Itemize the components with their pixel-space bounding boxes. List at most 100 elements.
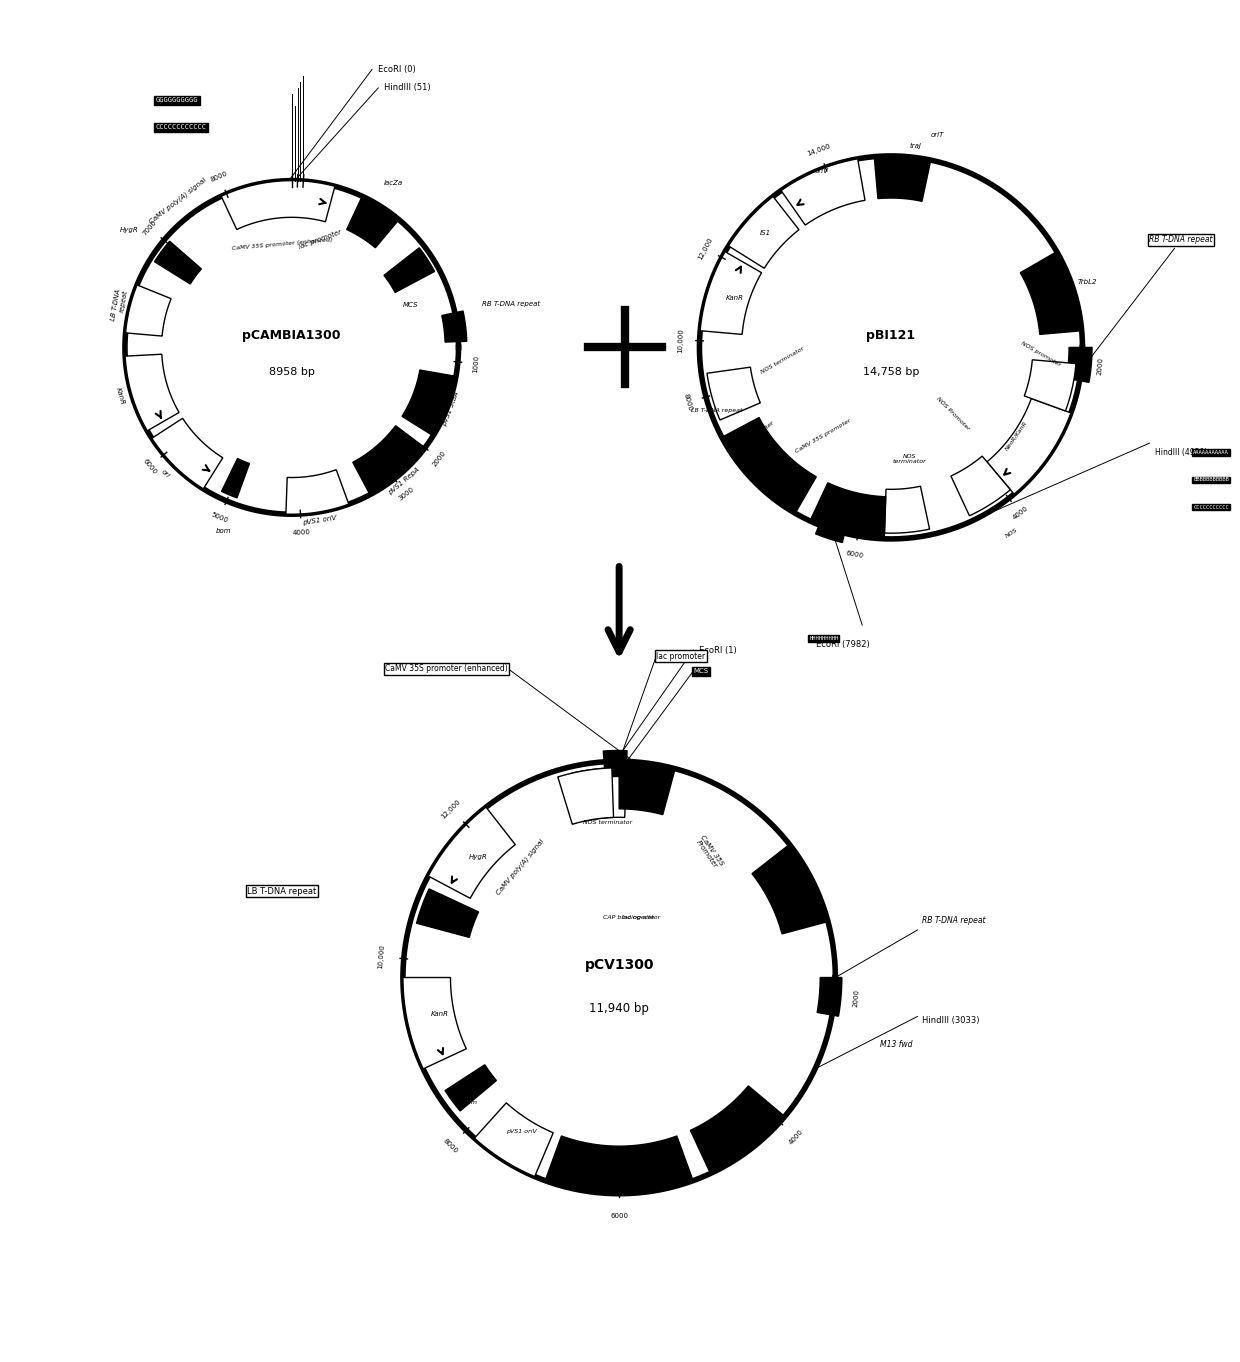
Polygon shape	[417, 889, 479, 937]
Text: TrbL2: TrbL2	[1078, 278, 1097, 285]
Text: 6000: 6000	[141, 458, 157, 475]
Polygon shape	[781, 159, 866, 225]
Text: 5000: 5000	[210, 512, 228, 524]
Polygon shape	[722, 418, 816, 513]
Text: BBBBBBBBBBB: BBBBBBBBBBB	[1193, 478, 1229, 482]
Text: 8000: 8000	[441, 1137, 459, 1155]
Text: virA: virA	[768, 455, 781, 462]
Polygon shape	[125, 354, 179, 430]
Polygon shape	[572, 768, 626, 821]
Text: CAP binding site: CAP binding site	[603, 915, 655, 921]
Text: 2000: 2000	[432, 449, 448, 469]
Text: pBI121: pBI121	[867, 328, 915, 342]
Text: pVS1 StaA: pVS1 StaA	[717, 1125, 750, 1130]
Polygon shape	[155, 241, 201, 285]
Text: lac promoter: lac promoter	[656, 652, 706, 661]
Polygon shape	[1066, 347, 1092, 383]
Text: lac operator: lac operator	[622, 915, 661, 919]
Text: CaMV 35S promoter: CaMV 35S promoter	[795, 418, 852, 454]
Text: NOS: NOS	[1004, 527, 1018, 539]
Text: 8000: 8000	[210, 170, 228, 183]
Text: 6000: 6000	[846, 550, 864, 558]
Text: GGGGGGGGGG: GGGGGGGGGG	[156, 97, 198, 104]
Text: oriV: oriV	[815, 168, 830, 174]
Polygon shape	[619, 761, 675, 814]
Text: 14,758 bp: 14,758 bp	[863, 368, 919, 377]
Text: EcoRI (7982): EcoRI (7982)	[816, 640, 870, 648]
Text: 12,000: 12,000	[697, 237, 714, 262]
Polygon shape	[691, 1086, 785, 1174]
Text: 4000: 4000	[789, 1129, 805, 1145]
Text: NeoR/KanR: NeoR/KanR	[1004, 419, 1029, 451]
Text: traJ: traJ	[909, 143, 921, 150]
Text: 1000: 1000	[472, 354, 480, 373]
Text: CCCCCCCCCCC: CCCCCCCCCCC	[1193, 504, 1229, 509]
Text: MCS: MCS	[693, 669, 708, 674]
Text: CaMV 35S promoter (enhanced): CaMV 35S promoter (enhanced)	[386, 665, 508, 673]
Text: EcoRI (0): EcoRI (0)	[378, 65, 415, 74]
Polygon shape	[347, 196, 399, 248]
Text: pVS1 RepA: pVS1 RepA	[388, 467, 422, 496]
Text: LB T-DNA repeat: LB T-DNA repeat	[247, 887, 316, 896]
Polygon shape	[707, 368, 760, 419]
Text: HindIII (51): HindIII (51)	[384, 83, 432, 93]
Polygon shape	[402, 370, 456, 436]
Text: LB T-DNA
repeat: LB T-DNA repeat	[110, 289, 129, 323]
Polygon shape	[151, 418, 223, 489]
Polygon shape	[810, 482, 885, 539]
Text: pVS1 RepA: pVS1 RepA	[600, 1163, 639, 1169]
Polygon shape	[475, 1103, 553, 1177]
Polygon shape	[558, 768, 614, 824]
Text: 12,000: 12,000	[440, 798, 461, 820]
Text: pVS1 oriV: pVS1 oriV	[301, 515, 336, 526]
Polygon shape	[221, 181, 335, 230]
Text: AAAAAAAAAAA: AAAAAAAAAAA	[1193, 451, 1229, 455]
Text: RB T-DNA repeat: RB T-DNA repeat	[1087, 236, 1213, 362]
Text: 8958 bp: 8958 bp	[269, 368, 315, 377]
Text: 10,000: 10,000	[677, 328, 684, 353]
Text: NOS
terminator: NOS terminator	[893, 454, 926, 464]
Text: lacZa: lacZa	[384, 180, 403, 185]
Polygon shape	[1021, 252, 1081, 335]
Text: MCS: MCS	[403, 302, 418, 308]
Text: HHHHHHHHH: HHHHHHHHH	[810, 636, 838, 642]
Text: CCCCCCCCCCCC: CCCCCCCCCCCC	[156, 124, 207, 131]
Text: 3000: 3000	[397, 485, 414, 501]
Text: HygR: HygR	[469, 854, 487, 861]
Text: pCAMBIA1300: pCAMBIA1300	[243, 328, 341, 342]
Text: bom: bom	[216, 528, 231, 534]
Polygon shape	[701, 252, 761, 335]
Text: pCV1300: pCV1300	[584, 957, 653, 972]
Text: KanR: KanR	[115, 387, 126, 406]
Text: GUS: GUS	[785, 884, 800, 891]
Polygon shape	[874, 155, 931, 202]
Text: RB T-DNA repeat: RB T-DNA repeat	[481, 301, 539, 306]
Text: 11,940 bp: 11,940 bp	[589, 1002, 649, 1015]
Polygon shape	[222, 459, 249, 498]
Text: 2000: 2000	[853, 989, 861, 1008]
Text: CaMV 35S
Promoter: CaMV 35S Promoter	[694, 834, 725, 870]
Text: M13 fwd: M13 fwd	[880, 1041, 913, 1050]
Text: 4000: 4000	[293, 528, 310, 537]
Text: bom: bom	[464, 1100, 477, 1105]
Text: NOS terminator: NOS terminator	[583, 820, 632, 824]
Text: CaMV poly(A) signal: CaMV poly(A) signal	[495, 838, 544, 896]
Text: 7000: 7000	[141, 219, 157, 237]
Text: pVS1 oriV: pVS1 oriV	[506, 1129, 537, 1135]
Text: NOS terminator: NOS terminator	[760, 346, 806, 376]
Text: RB T-DNA repeat: RB T-DNA repeat	[921, 917, 986, 925]
Text: lac promoter: lac promoter	[298, 229, 342, 249]
Polygon shape	[1024, 360, 1076, 411]
Polygon shape	[353, 426, 425, 494]
Text: 14,000: 14,000	[806, 143, 832, 157]
Text: NOS promoter: NOS promoter	[1021, 340, 1061, 368]
Polygon shape	[884, 486, 930, 533]
Polygon shape	[604, 750, 627, 776]
Text: KanR: KanR	[430, 1011, 449, 1016]
Polygon shape	[428, 808, 516, 899]
Text: lac promoter: lac promoter	[742, 419, 775, 449]
Text: 6000: 6000	[610, 1214, 629, 1219]
Text: CaMV poly(A) signal: CaMV poly(A) signal	[148, 177, 207, 226]
Text: 10,000: 10,000	[377, 944, 386, 970]
Polygon shape	[987, 399, 1071, 494]
